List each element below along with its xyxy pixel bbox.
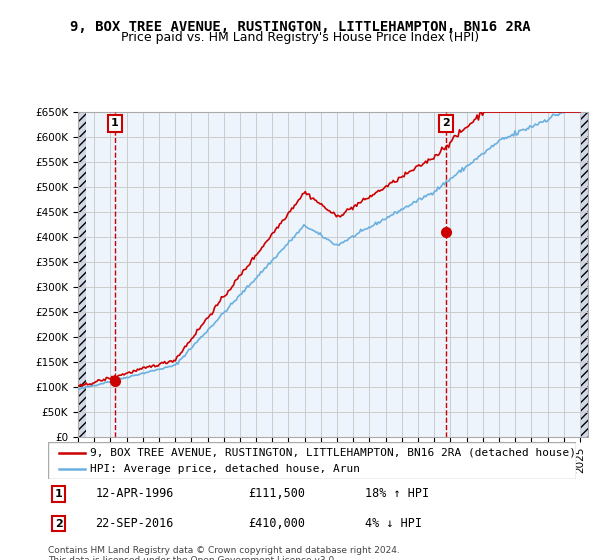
Text: 22-SEP-2016: 22-SEP-2016 <box>95 517 174 530</box>
Bar <box>78 112 86 437</box>
Text: 1: 1 <box>55 489 62 499</box>
Text: 4% ↓ HPI: 4% ↓ HPI <box>365 517 422 530</box>
Bar <box>580 112 588 437</box>
Text: 9, BOX TREE AVENUE, RUSTINGTON, LITTLEHAMPTON, BN16 2RA: 9, BOX TREE AVENUE, RUSTINGTON, LITTLEHA… <box>70 20 530 34</box>
Text: HPI: Average price, detached house, Arun: HPI: Average price, detached house, Arun <box>90 464 360 474</box>
Text: 18% ↑ HPI: 18% ↑ HPI <box>365 487 429 501</box>
Text: 2: 2 <box>55 519 62 529</box>
Text: Price paid vs. HM Land Registry's House Price Index (HPI): Price paid vs. HM Land Registry's House … <box>121 31 479 44</box>
Text: 12-APR-1996: 12-APR-1996 <box>95 487 174 501</box>
Text: £111,500: £111,500 <box>248 487 305 501</box>
Text: 2: 2 <box>442 119 450 128</box>
Text: Contains HM Land Registry data © Crown copyright and database right 2024.
This d: Contains HM Land Registry data © Crown c… <box>48 546 400 560</box>
FancyBboxPatch shape <box>48 442 576 479</box>
Text: 9, BOX TREE AVENUE, RUSTINGTON, LITTLEHAMPTON, BN16 2RA (detached house): 9, BOX TREE AVENUE, RUSTINGTON, LITTLEHA… <box>90 447 576 458</box>
Text: 1: 1 <box>111 119 119 128</box>
Text: £410,000: £410,000 <box>248 517 305 530</box>
